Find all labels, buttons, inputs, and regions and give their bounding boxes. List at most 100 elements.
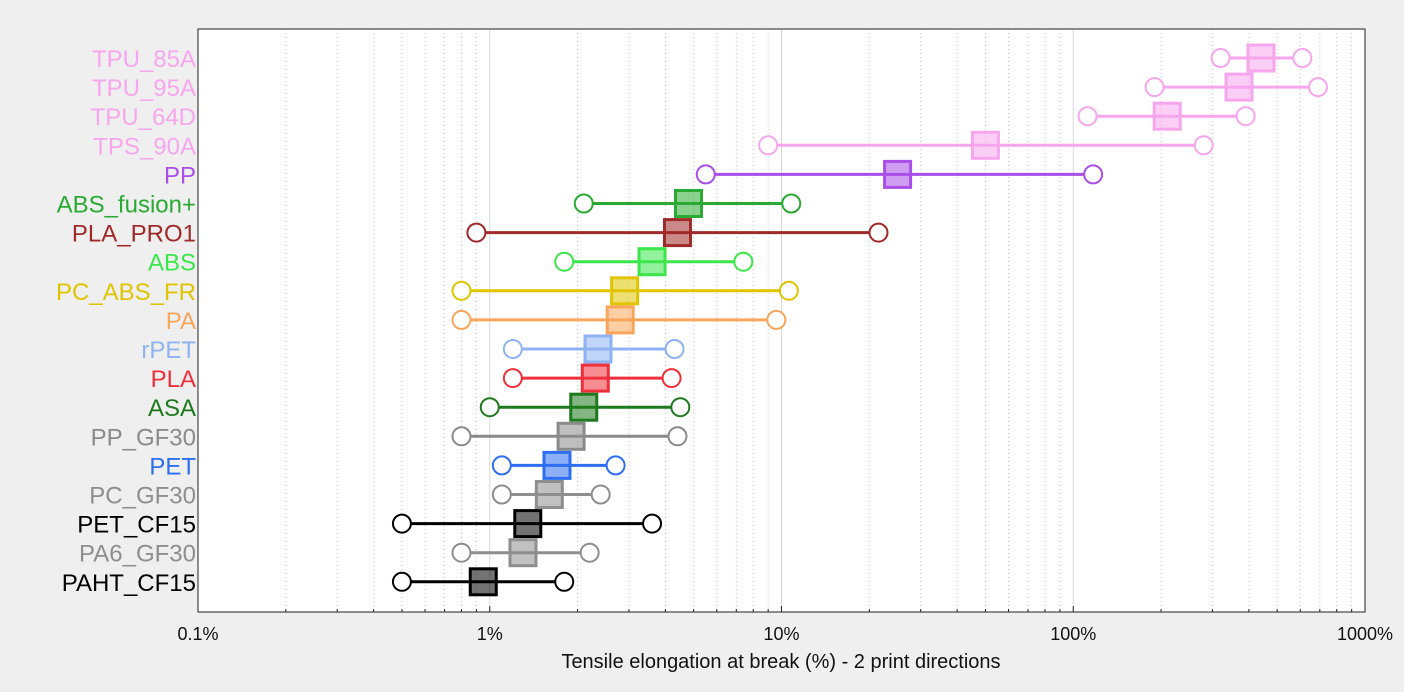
series-row (554, 247, 754, 277)
min-marker (491, 455, 512, 476)
min-marker (391, 513, 412, 534)
category-label: PAHT_CF15 (62, 570, 196, 597)
mean-marker (569, 392, 599, 422)
series-row (502, 363, 682, 393)
category-label: PA (166, 308, 196, 335)
category-label: PET_CF15 (77, 512, 196, 539)
category-label: PC_ABS_FR (56, 279, 196, 306)
series (391, 43, 1328, 597)
mean-marker (508, 538, 538, 568)
mean-marker (674, 189, 704, 218)
max-marker (664, 339, 685, 359)
series-row (1144, 72, 1328, 102)
max-marker (661, 368, 682, 389)
min-marker (695, 164, 716, 185)
max-marker (778, 280, 799, 301)
category-label: ASA (148, 395, 196, 422)
category-label: rPET (141, 337, 196, 364)
max-marker (667, 426, 688, 447)
min-marker (391, 571, 412, 592)
min-marker (451, 542, 472, 563)
mean-marker (580, 363, 610, 393)
min-marker (554, 251, 575, 272)
mean-marker (970, 130, 1000, 160)
series-row (451, 421, 688, 451)
series-row (391, 509, 663, 539)
x-tick-label: 10% (763, 624, 799, 644)
category-label: TPU_85A (92, 46, 196, 73)
series-row (758, 130, 1214, 160)
series-row (451, 276, 799, 306)
x-axis-title: Tensile elongation at break (%) - 2 prin… (561, 651, 1000, 673)
max-marker (1083, 164, 1104, 185)
category-label: PLA_PRO1 (72, 221, 196, 248)
mean-marker (1246, 43, 1276, 73)
max-marker (766, 309, 787, 330)
min-marker (573, 193, 594, 214)
series-row (491, 450, 626, 480)
max-marker (642, 513, 663, 534)
series-row (451, 305, 787, 335)
max-marker (1292, 48, 1313, 68)
x-tick-label: 1% (477, 624, 503, 644)
series-row (695, 159, 1104, 189)
category-label: ABS (148, 250, 196, 277)
x-tick-label: 0.1% (177, 624, 218, 644)
min-marker (1077, 106, 1098, 127)
series-row (479, 392, 691, 422)
max-marker (733, 251, 754, 272)
mean-marker (542, 450, 572, 480)
category-label: PA6_GF30 (79, 541, 196, 568)
mean-marker (605, 305, 635, 335)
min-marker (1144, 77, 1165, 98)
category-label: PC_GF30 (89, 483, 196, 510)
x-tick-label: 100% (1050, 624, 1096, 644)
category-label: TPS_90A (93, 133, 196, 160)
series-row (491, 480, 611, 509)
category-label: ABS_fusion+ (57, 192, 196, 219)
max-marker (554, 571, 575, 592)
category-label: PP (164, 162, 196, 189)
max-marker (868, 222, 889, 243)
mean-marker (1224, 72, 1254, 102)
series-row (466, 218, 889, 248)
mean-marker (556, 421, 586, 451)
max-marker (590, 484, 611, 505)
series-row (1077, 101, 1256, 131)
mean-marker (637, 247, 667, 277)
max-marker (605, 455, 626, 476)
mean-marker (513, 509, 543, 539)
category-label: PLA (151, 366, 196, 393)
min-marker (466, 222, 487, 243)
series-row (451, 538, 600, 568)
min-marker (758, 135, 779, 156)
min-marker (502, 368, 523, 389)
min-marker (502, 339, 523, 359)
series-row (502, 334, 685, 364)
series-row (1210, 43, 1313, 73)
max-marker (1235, 106, 1256, 127)
min-marker (479, 397, 500, 418)
mean-marker (468, 567, 498, 597)
mean-marker (662, 218, 692, 248)
max-marker (670, 397, 691, 418)
max-marker (781, 193, 802, 214)
min-marker (451, 309, 472, 330)
mean-marker (610, 276, 640, 306)
series-row (573, 189, 802, 218)
category-label: PET (149, 453, 196, 480)
x-tick-label: 1000% (1337, 624, 1393, 644)
category-label: PP_GF30 (91, 424, 196, 451)
mean-marker (883, 159, 913, 189)
max-marker (579, 542, 600, 563)
max-marker (1307, 77, 1328, 98)
min-marker (451, 426, 472, 447)
mean-marker (1152, 101, 1182, 131)
series-row (391, 567, 575, 597)
mean-marker (534, 480, 564, 509)
mean-marker (583, 334, 613, 364)
x-axis-ticks: 0.1% 1% 10% 100% 1000% (177, 606, 1393, 644)
category-label: TPU_95A (92, 75, 196, 102)
